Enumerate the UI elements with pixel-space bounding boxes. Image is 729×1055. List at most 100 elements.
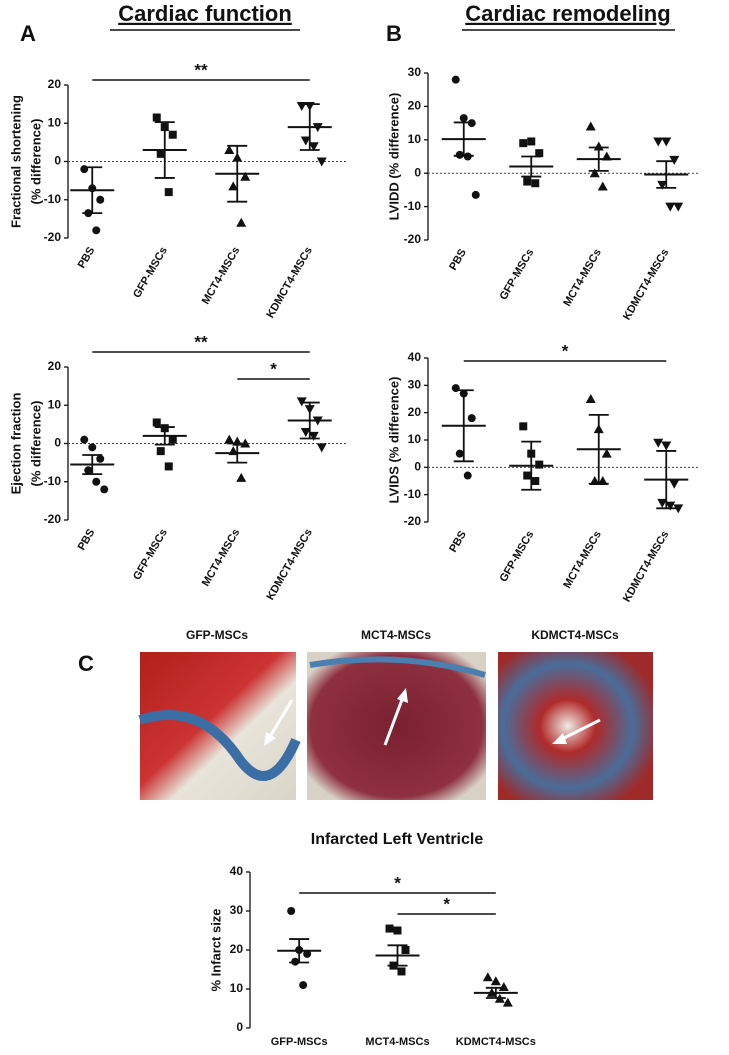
data-point [299,981,308,990]
y-axis-label: LVIDS (% difference) [386,377,401,504]
y-tick-label: 30 [230,903,244,917]
error-bar [387,944,408,967]
x-tick-label: KDMCT4-MSCs [264,527,314,602]
error-bar [656,160,677,189]
data-point [308,142,319,152]
data-point [585,121,596,131]
data-point [519,422,528,431]
y-tick-label: -20 [44,512,62,526]
significance-label: ** [194,60,208,79]
data-point [397,967,406,976]
error-bar [289,938,310,964]
x-tick-label: MCT4-MSCs [365,1036,429,1048]
error-bar [521,440,542,491]
data-point [597,476,608,485]
data-point [308,431,319,441]
y-tick-label: 0 [236,1020,243,1034]
data-point [661,441,672,451]
y-tick-label: 40 [230,864,244,878]
y-tick-label: 10 [48,397,62,411]
data-point [224,145,235,155]
histology-image [498,652,653,800]
error-bar [154,121,175,179]
y-tick-label: -10 [404,199,422,213]
data-point [80,435,89,444]
panel-label: C [78,651,94,676]
y-tick-label: 10 [408,432,422,446]
x-tick-label: KDMCT4-MSCs [621,529,671,604]
data-point [657,180,668,190]
x-tick-label: KDMCT4-MSCs [621,247,671,322]
y-axis-label: Fractional shortening [8,95,23,228]
y-tick-label: -10 [44,192,62,206]
data-point [463,471,472,480]
x-tick-label: MCT4-MSCs [561,247,603,309]
data-point [665,202,676,212]
data-point [224,434,235,444]
data-point [673,202,684,212]
x-tick-label: GFP-MSCs [271,1036,328,1048]
data-point [303,949,312,958]
data-point [287,907,296,915]
y-axis-label: (% difference) [28,401,43,487]
data-point [455,150,464,159]
x-tick-label: MCT4-MSCs [200,245,242,307]
error-bar [453,121,474,157]
significance-label: * [270,359,277,378]
x-tick-label: GFP-MSCs [131,527,170,582]
error-bar [588,413,609,485]
y-axis-label: LVIDD (% difference) [386,93,401,221]
data-point [482,972,493,982]
data-point [96,195,105,204]
data-point [316,157,327,167]
data-point [92,226,101,235]
data-point [490,976,501,986]
y-tick-label: 10 [230,981,244,995]
histology-image [307,652,486,800]
y-axis-label: Ejection fraction [8,393,23,495]
data-point [657,498,668,508]
error-bar [299,103,320,151]
error-bar [453,389,474,463]
data-point [228,181,239,191]
data-point [669,479,680,489]
y-tick-label: -10 [44,474,62,488]
data-point [597,181,608,191]
panel-label: B [386,21,402,46]
data-point [156,447,165,456]
y-tick-label: 20 [230,942,244,956]
histology-image [138,652,301,800]
image-title: GFP-MSCs [186,628,248,642]
data-point [455,449,464,458]
error-bar [82,454,103,476]
x-tick-label: PBS [447,529,469,555]
data-point [523,177,532,186]
significance-label: * [443,894,450,913]
section-heading: Cardiac function [118,1,292,26]
y-tick-label: -20 [404,232,422,246]
x-tick-label: PBS [76,245,98,271]
y-tick-label: 10 [408,132,422,146]
data-point [535,149,544,158]
data-point [385,924,394,933]
y-tick-label: 20 [48,359,62,373]
data-point [471,190,480,199]
x-tick-label: KDMCT4-MSCs [456,1036,536,1048]
chart-title: Infarcted Left Ventricle [311,831,484,848]
error-bar [154,426,175,446]
y-axis-label: % Infarct size [208,908,223,991]
y-tick-label: 30 [408,378,422,392]
data-point [467,414,476,423]
error-bar [521,155,542,178]
data-point [300,428,311,438]
data-point [156,149,165,158]
data-point [316,443,327,453]
error-bar [588,146,609,172]
data-point [92,477,101,486]
data-point [401,946,410,954]
data-point [168,435,177,444]
data-point [84,466,93,475]
data-point [236,217,247,227]
data-point [665,501,676,511]
